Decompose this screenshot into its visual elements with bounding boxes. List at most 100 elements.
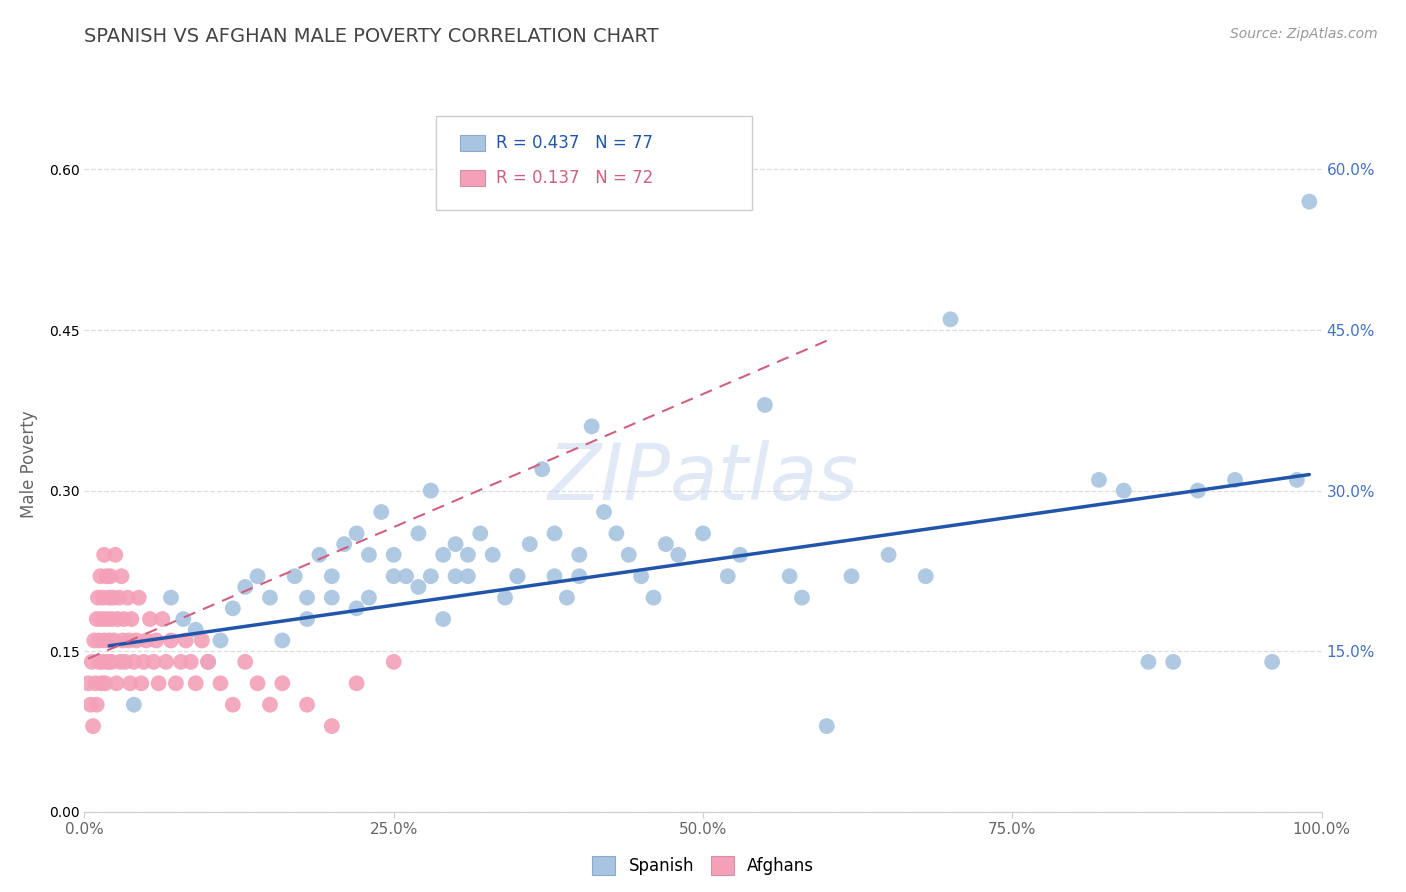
Legend: Spanish, Afghans: Spanish, Afghans [586, 851, 820, 880]
Point [408, 580, 430, 594]
Point [444, 537, 467, 551]
Point [128, 591, 150, 605]
Point [939, 312, 962, 326]
Point [457, 548, 479, 562]
Point [779, 569, 801, 583]
Point [89, 569, 111, 583]
Point [754, 398, 776, 412]
Point [222, 601, 245, 615]
Point [284, 569, 307, 583]
Point [321, 569, 343, 583]
Point [80, 655, 103, 669]
Point [357, 548, 380, 562]
Point [110, 569, 132, 583]
Point [555, 591, 578, 605]
Point [191, 633, 214, 648]
Point [506, 569, 529, 583]
Point [122, 655, 145, 669]
Point [346, 676, 368, 690]
Point [184, 676, 207, 690]
Point [135, 633, 157, 648]
Point [82, 719, 104, 733]
Point [419, 483, 441, 498]
Point [91, 591, 114, 605]
Point [308, 548, 330, 562]
Point [481, 548, 503, 562]
Point [605, 526, 627, 541]
Point [246, 676, 269, 690]
Point [165, 676, 187, 690]
Point [111, 633, 134, 648]
Point [395, 569, 418, 583]
Point [815, 719, 838, 733]
Point [841, 569, 863, 583]
Point [98, 569, 121, 583]
Point [105, 676, 128, 690]
Point [506, 569, 529, 583]
Point [84, 676, 107, 690]
Point [666, 548, 689, 562]
Text: Source: ZipAtlas.com: Source: ZipAtlas.com [1230, 27, 1378, 41]
Point [197, 655, 219, 669]
Point [346, 601, 368, 615]
Point [457, 569, 479, 583]
Point [100, 612, 122, 626]
Point [148, 676, 170, 690]
Point [103, 633, 125, 648]
Point [790, 591, 813, 605]
Point [593, 505, 616, 519]
Text: SPANISH VS AFGHAN MALE POVERTY CORRELATION CHART: SPANISH VS AFGHAN MALE POVERTY CORRELATI… [84, 27, 659, 45]
Point [170, 655, 193, 669]
Point [129, 676, 152, 690]
Point [494, 591, 516, 605]
Point [246, 569, 269, 583]
Point [89, 633, 111, 648]
Point [174, 633, 197, 648]
Point [382, 548, 405, 562]
Point [83, 633, 105, 648]
Point [419, 569, 441, 583]
Text: R = 0.137   N = 72: R = 0.137 N = 72 [496, 169, 654, 187]
Point [120, 612, 142, 626]
Point [79, 698, 101, 712]
Point [568, 548, 591, 562]
Point [222, 698, 245, 712]
Point [914, 569, 936, 583]
Point [1187, 483, 1209, 498]
Point [86, 612, 108, 626]
Point [89, 655, 111, 669]
Point [295, 591, 318, 605]
Point [155, 655, 177, 669]
Point [160, 591, 183, 605]
Point [94, 676, 117, 690]
Point [581, 419, 603, 434]
Point [271, 633, 294, 648]
Point [1223, 473, 1246, 487]
Point [346, 526, 368, 541]
Point [125, 633, 148, 648]
Point [432, 548, 454, 562]
Point [77, 676, 100, 690]
Point [96, 569, 118, 583]
Point [259, 591, 281, 605]
Point [197, 655, 219, 669]
Point [717, 569, 740, 583]
Point [728, 548, 751, 562]
Point [120, 676, 142, 690]
Point [370, 505, 392, 519]
Point [333, 537, 356, 551]
Point [233, 580, 256, 594]
Point [114, 655, 136, 669]
Point [93, 633, 115, 648]
Point [1285, 473, 1308, 487]
Point [444, 569, 467, 583]
Point [90, 612, 112, 626]
Point [259, 698, 281, 712]
Point [91, 655, 114, 669]
Point [110, 655, 132, 669]
Point [90, 676, 112, 690]
Point [96, 612, 118, 626]
Point [408, 526, 430, 541]
Point [470, 526, 492, 541]
Point [531, 462, 554, 476]
